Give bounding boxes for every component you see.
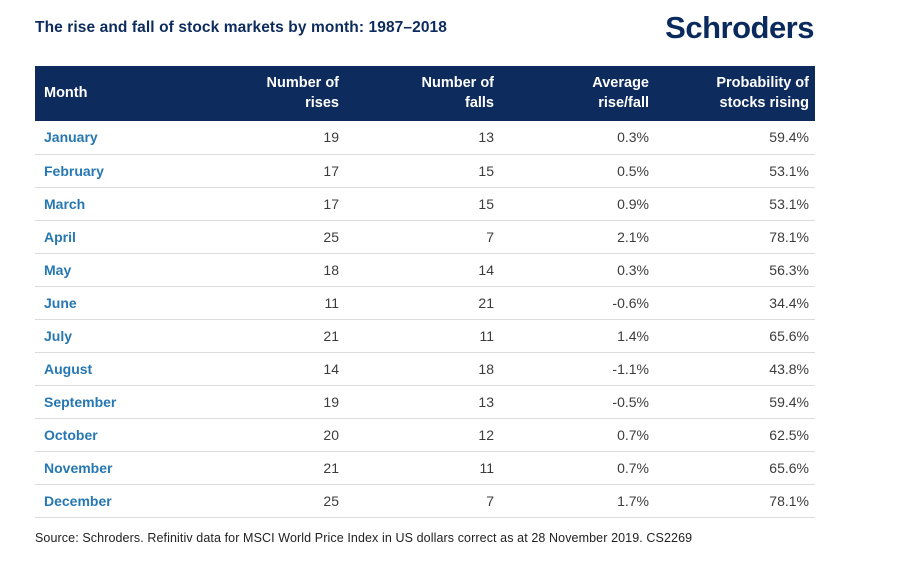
- table-body: January 19 13 0.3% 59.4% February 17 15 0.5% 53.1…: [35, 121, 815, 518]
- falls-value: 7: [345, 220, 500, 254]
- average-rise-fall-value: 2.1%: [500, 220, 655, 254]
- column-header-falls-line1: Number of: [421, 75, 495, 91]
- rises-value: 25: [205, 484, 345, 518]
- month-name: November: [35, 451, 205, 485]
- average-rise-fall-value: 1.4%: [500, 319, 655, 353]
- table-row: September 19 13 -0.5% 59.4%: [35, 385, 815, 419]
- month-name: May: [35, 253, 205, 287]
- probability-value: 53.1%: [655, 187, 815, 221]
- falls-value: 12: [345, 418, 500, 452]
- rises-value: 18: [205, 253, 345, 287]
- average-rise-fall-value: 0.7%: [500, 451, 655, 485]
- average-rise-fall-value: 0.3%: [500, 253, 655, 287]
- table-row: October 20 12 0.7% 62.5%: [35, 418, 815, 452]
- column-header-falls: Number of falls: [345, 66, 500, 122]
- column-header-rises: Number of rises: [205, 66, 345, 122]
- probability-value: 65.6%: [655, 451, 815, 485]
- rises-value: 11: [205, 286, 345, 320]
- rises-value: 17: [205, 187, 345, 221]
- falls-value: 11: [345, 319, 500, 353]
- falls-value: 21: [345, 286, 500, 320]
- stock-months-table-wrap: Month Number of rises Number of falls Av…: [35, 66, 815, 518]
- probability-value: 59.4%: [655, 385, 815, 419]
- average-rise-fall-value: 0.7%: [500, 418, 655, 452]
- column-header-month: Month: [35, 66, 205, 122]
- month-name: July: [35, 319, 205, 353]
- column-header-average-line2: rise/fall: [598, 94, 649, 111]
- rises-value: 21: [205, 319, 345, 353]
- column-header-probability-line1: Probability of: [716, 75, 809, 91]
- month-name: October: [35, 418, 205, 452]
- table-row: May 18 14 0.3% 56.3%: [35, 253, 815, 287]
- table-row: November 21 11 0.7% 65.6%: [35, 451, 815, 485]
- rises-value: 19: [205, 385, 345, 419]
- table-header: Month Number of rises Number of falls Av…: [35, 66, 815, 122]
- average-rise-fall-value: 0.5%: [500, 154, 655, 188]
- month-name: June: [35, 286, 205, 320]
- page-title: The rise and fall of stock markets by mo…: [35, 19, 448, 36]
- month-name: February: [35, 154, 205, 188]
- table-row: December 25 7 1.7% 78.1%: [35, 484, 815, 518]
- table-row: August 14 18 -1.1% 43.8%: [35, 352, 815, 386]
- rises-value: 17: [205, 154, 345, 188]
- column-header-probability-line2: stocks rising: [719, 94, 809, 111]
- falls-value: 18: [345, 352, 500, 386]
- source-note: Source: Schroders. Refinitiv data for MS…: [35, 531, 693, 545]
- column-header-falls-line2: falls: [464, 94, 494, 111]
- column-header-average: Average rise/fall: [500, 66, 655, 122]
- probability-value: 43.8%: [655, 352, 815, 386]
- probability-value: 62.5%: [655, 418, 815, 452]
- probability-value: 59.4%: [655, 121, 815, 155]
- table-row: April 25 7 2.1% 78.1%: [35, 220, 815, 254]
- falls-value: 13: [345, 385, 500, 419]
- falls-value: 14: [345, 253, 500, 287]
- average-rise-fall-value: -1.1%: [500, 352, 655, 386]
- column-header-rises-line1: Number of: [266, 75, 340, 91]
- probability-value: 65.6%: [655, 319, 815, 353]
- falls-value: 15: [345, 187, 500, 221]
- rises-value: 21: [205, 451, 345, 485]
- schroders-logo: Schroders: [665, 10, 814, 45]
- rises-value: 19: [205, 121, 345, 155]
- probability-value: 34.4%: [655, 286, 815, 320]
- falls-value: 13: [345, 121, 500, 155]
- table-row: March 17 15 0.9% 53.1%: [35, 187, 815, 221]
- average-rise-fall-value: 0.9%: [500, 187, 655, 221]
- probability-value: 56.3%: [655, 253, 815, 287]
- column-header-average-line1: Average: [592, 75, 649, 91]
- rises-value: 25: [205, 220, 345, 254]
- stock-months-table: Month Number of rises Number of falls Av…: [35, 66, 815, 518]
- table-row: February 17 15 0.5% 53.1%: [35, 154, 815, 188]
- falls-value: 11: [345, 451, 500, 485]
- average-rise-fall-value: 0.3%: [500, 121, 655, 155]
- falls-value: 15: [345, 154, 500, 188]
- table-row: July 21 11 1.4% 65.6%: [35, 319, 815, 353]
- month-name: August: [35, 352, 205, 386]
- probability-value: 78.1%: [655, 484, 815, 518]
- month-name: January: [35, 121, 205, 155]
- falls-value: 7: [345, 484, 500, 518]
- average-rise-fall-value: -0.5%: [500, 385, 655, 419]
- probability-value: 78.1%: [655, 220, 815, 254]
- average-rise-fall-value: -0.6%: [500, 286, 655, 320]
- month-name: December: [35, 484, 205, 518]
- column-header-probability: Probability of stocks rising: [655, 66, 815, 122]
- month-name: September: [35, 385, 205, 419]
- probability-value: 53.1%: [655, 154, 815, 188]
- month-name: April: [35, 220, 205, 254]
- rises-value: 20: [205, 418, 345, 452]
- average-rise-fall-value: 1.7%: [500, 484, 655, 518]
- table-row: January 19 13 0.3% 59.4%: [35, 121, 815, 155]
- column-header-rises-line2: rises: [305, 94, 339, 111]
- rises-value: 14: [205, 352, 345, 386]
- month-name: March: [35, 187, 205, 221]
- table-row: June 11 21 -0.6% 34.4%: [35, 286, 815, 320]
